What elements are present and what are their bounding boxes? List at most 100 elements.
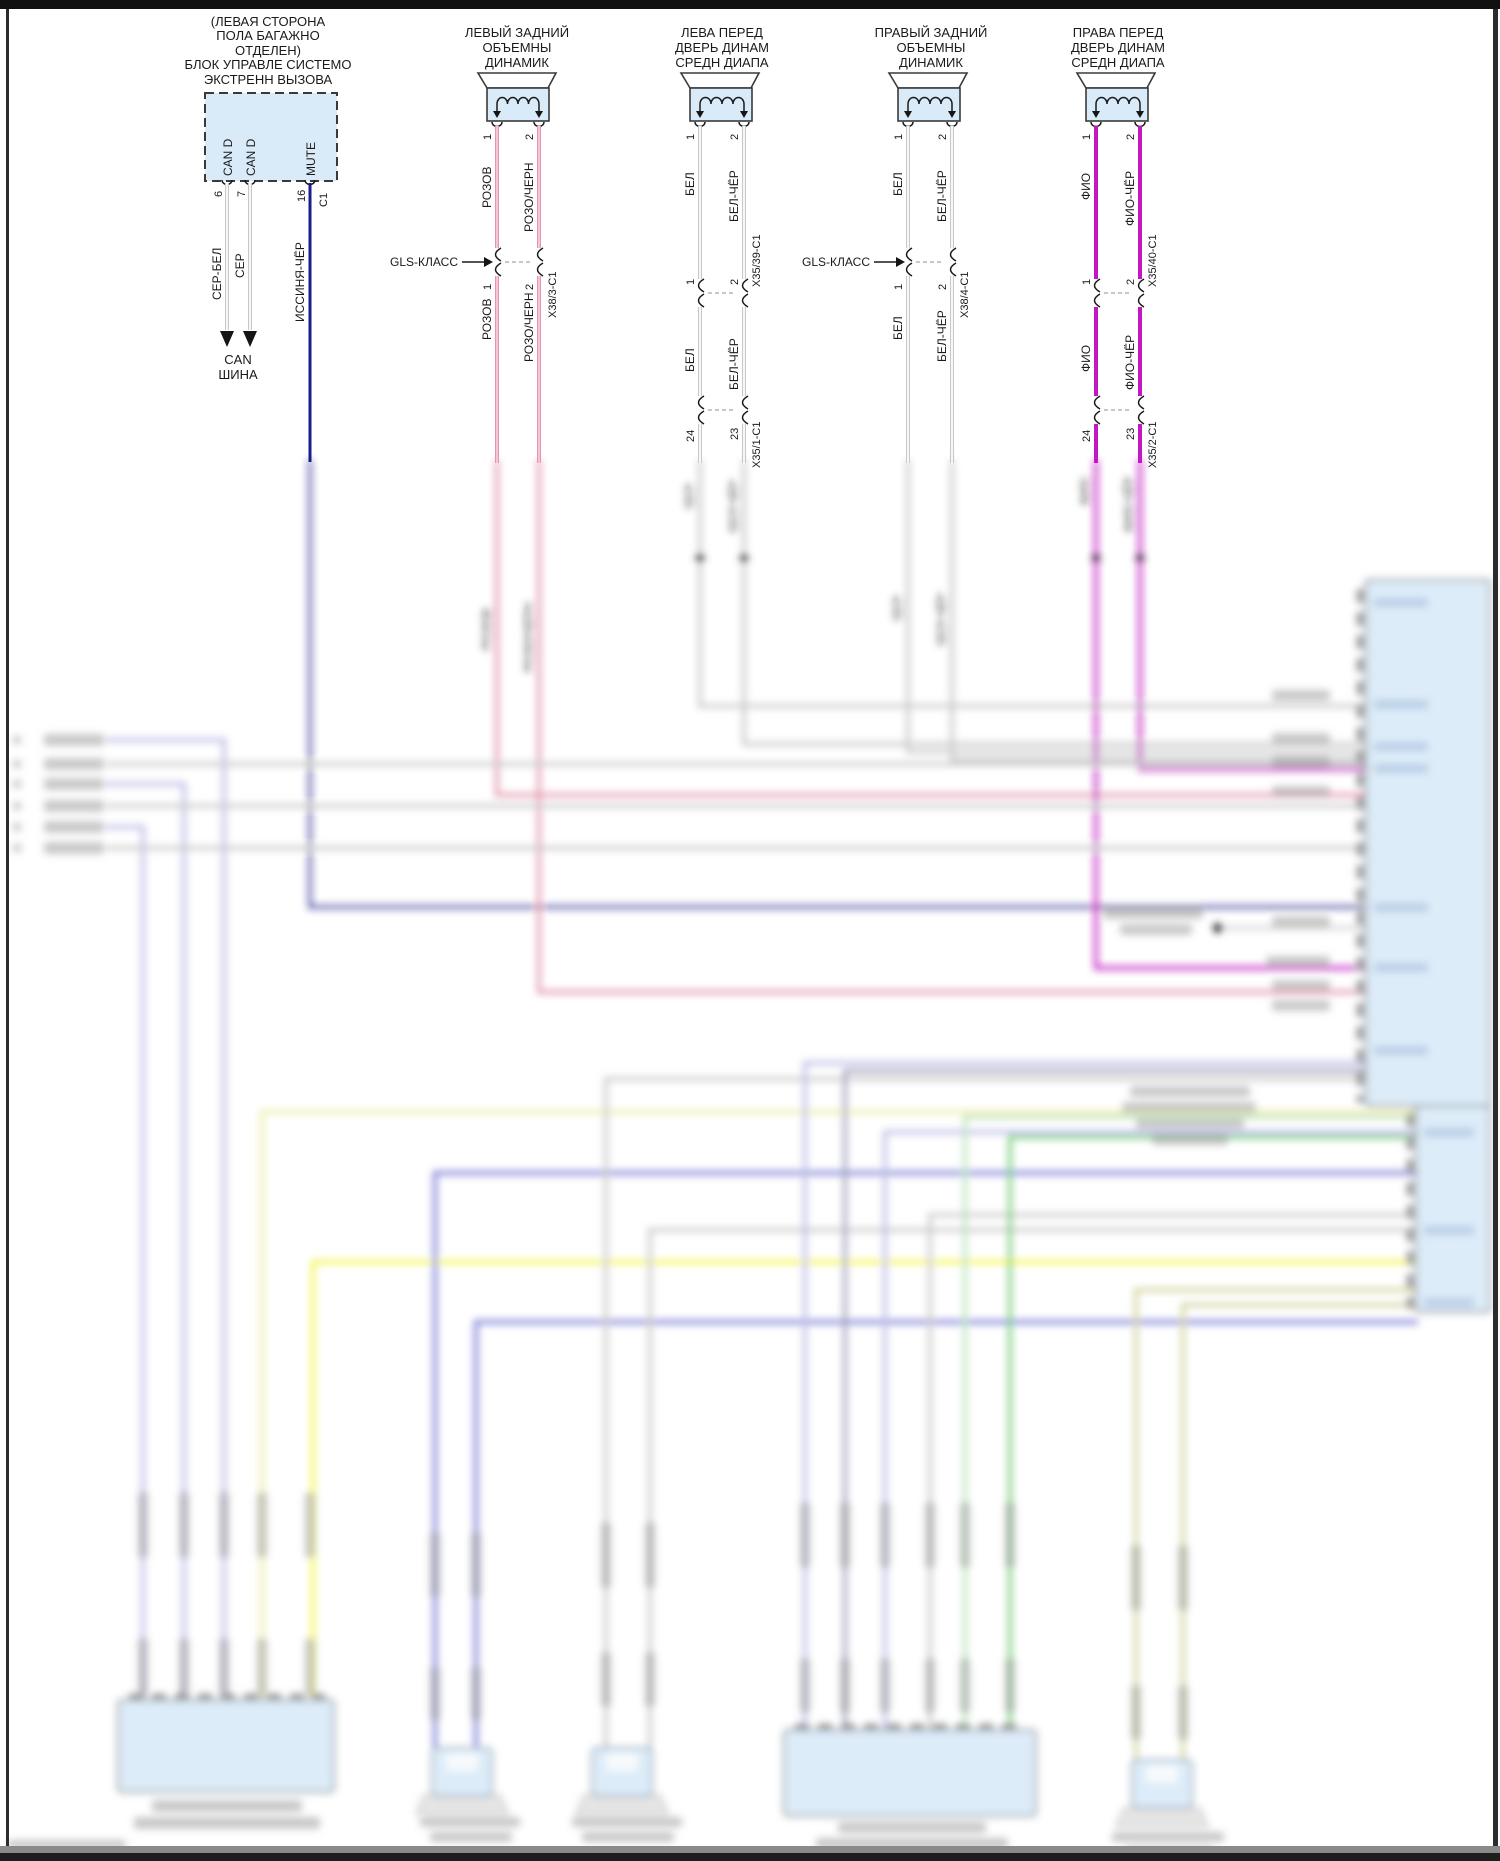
pin-number: 2: [937, 284, 949, 290]
gls-class-label: GLS-КЛАСС: [802, 255, 870, 269]
connector-label: X35/2-C1: [1147, 422, 1159, 468]
pin-number: 2: [729, 279, 741, 285]
wire-label: БЕЛ: [891, 316, 905, 340]
bottom-wire-label-blobs: [138, 1492, 1188, 1740]
bottom-left-connector-box: [117, 1693, 335, 1829]
bottom-middle-connector-box: [783, 1723, 1037, 1849]
ecall-title: ЭКСТРЕНН ВЫЗОВА: [204, 72, 333, 87]
wire-label: РОЗОВ: [480, 166, 494, 208]
gls-arrow-icon: [896, 257, 905, 267]
speaker-title: ПРАВЫЙ ЗАДНИЙ: [875, 25, 988, 40]
gls-arrow-icon: [484, 257, 493, 267]
ecall-title: БЛОК УПРАВЛЕ СИСТЕМО: [184, 57, 351, 72]
can-arrowhead: [243, 331, 257, 347]
speaker-coil-icon: [907, 96, 953, 112]
speaker-title: ЛЕВА ПЕРЕД: [681, 25, 763, 40]
pin-number: 2: [524, 284, 536, 290]
pin-number: 23: [1125, 428, 1137, 440]
connector-label: X35/1-C1: [751, 422, 763, 468]
ecall-title: (ЛЕВАЯ СТОРОНА: [211, 14, 326, 29]
wire-label: РОЗОВ: [480, 298, 494, 340]
wire-label-blur: БЕЛ-ЧЁР: [935, 593, 949, 645]
ecall-pin-signal: CAN D: [244, 138, 258, 176]
speaker-title: СРЕДН ДИАПА: [675, 55, 769, 70]
pin-number: 1: [482, 134, 494, 140]
wire-label-blur: БЕЛ: [891, 596, 905, 620]
wire-label-blur: ФИО-ЧЁР: [1122, 477, 1136, 532]
wire-label-blur: БЕЛ: [683, 484, 697, 508]
speaker-right-rear: ПРАВЫЙ ЗАДНИЙ ОБЪЕМНЫ ДИНАМИК 1 2 БЕЛ БЕ…: [802, 25, 987, 463]
wire-label: БЕЛ: [683, 172, 697, 196]
ecall-module: (ЛЕВАЯ СТОРОНА ПОЛА БАГАЖНО ОТДЕЛЕН) БЛО…: [184, 14, 352, 462]
wire-right-rear-speaker-run: [906, 460, 1366, 762]
left-connector-cluster: [13, 734, 1366, 1700]
pin-number: 1: [893, 284, 905, 290]
speaker-title: ОБЪЕМНЫ: [897, 40, 966, 55]
ecall-pin-number: 16: [296, 190, 308, 202]
pin-number: 1: [482, 284, 494, 290]
wire-label-blur: РОЗО/ЧЕРН: [522, 602, 536, 672]
wire-label: СЕР: [233, 253, 247, 278]
wire-label: БЕЛ-ЧЁР: [727, 338, 741, 390]
pin-number: 1: [893, 134, 905, 140]
wire-label: РОЗО/ЧЕРН: [522, 162, 536, 232]
bottom-speaker-a: [415, 1747, 520, 1842]
wire-label: ФИО-ЧЁР: [1123, 171, 1137, 226]
ecall-title: ОТДЕЛЕН): [235, 43, 301, 58]
wire-mute-run: [308, 460, 1366, 909]
wire-label: БЕЛ: [683, 348, 697, 372]
pin-number: 1: [685, 134, 697, 140]
blur-veil: [0, 463, 1500, 1847]
wire-label-blur: БЕЛ-ЧЁР: [727, 480, 741, 532]
bottom-speaker-c: [1112, 1759, 1224, 1856]
wire-label: БЕЛ-ЧЁР: [727, 170, 741, 222]
wire-label: ФИО: [1079, 345, 1093, 372]
wire-label: ФИО-ЧЁР: [1123, 335, 1137, 390]
wire-label: БЕЛ: [891, 172, 905, 196]
wire-label: СЕР-БЕЛ: [210, 248, 224, 300]
can-arrowhead: [220, 331, 234, 347]
connector-label: X35/40-C1: [1147, 234, 1159, 287]
gls-class-label: GLS-КЛАСС: [390, 255, 458, 269]
speaker-left-front-door: ЛЕВА ПЕРЕД ДВЕРЬ ДИНАМ СРЕДН ДИАПА 1 2 Б…: [675, 25, 769, 468]
speaker-title: ОБЪЕМНЫ: [483, 40, 552, 55]
wire-label-blur: РОЗОВ: [480, 608, 494, 650]
can-bus-label: ШИНА: [218, 367, 258, 382]
speaker-title: ДИНАМИК: [899, 55, 963, 70]
ecall-pin-number: 6: [213, 191, 225, 197]
speaker-right-front-door: ПРАВА ПЕРЕД ДВЕРЬ ДИНАМ СРЕДН ДИАПА 1 2 …: [1071, 25, 1165, 468]
pin-number: 1: [1081, 134, 1093, 140]
connector-label: X38/3-C1: [547, 272, 559, 318]
wire-label-blur: ФИО: [1078, 478, 1092, 505]
wire-left-rear-speaker-run: [495, 460, 1366, 994]
pin-number: 1: [1081, 279, 1093, 285]
wire-label: ИССИНЯ-ЧЁР: [293, 242, 307, 322]
wire-left-front-speaker-run: [695, 460, 1366, 746]
blurred-lower-region: РОЗОВ РОЗО/ЧЕРН БЕЛ БЕЛ-ЧЁР БЕЛ БЕЛ-ЧЁР …: [8, 460, 1491, 1856]
speaker-title: СРЕДН ДИАПА: [1071, 55, 1165, 70]
ecall-pin-signal: CAN D: [221, 138, 235, 176]
bottom-speaker-b: [572, 1747, 682, 1842]
pin-number: 24: [1081, 430, 1093, 442]
amplifier-module-box: [1103, 579, 1491, 1313]
pin-number: 2: [1125, 279, 1137, 285]
pin-number: 2: [524, 134, 536, 140]
speaker-left-rear: ЛЕВЫЙ ЗАДНИЙ ОБЪЕМНЫ ДИНАМИК 1 2 РОЗОВ Р…: [390, 25, 569, 463]
speaker-coil-icon: [1095, 96, 1141, 112]
wire-label: БЕЛ-ЧЁР: [935, 310, 949, 362]
ecall-pin-signal: MUTE: [304, 142, 318, 176]
ecall-pin-number: 7: [236, 191, 248, 197]
speaker-title: ДИНАМИК: [485, 55, 549, 70]
can-bus-label: CAN: [224, 352, 251, 367]
pin-number: 2: [729, 134, 741, 140]
speaker-coil-icon: [496, 96, 540, 112]
wire-right-front-speaker-run: [1091, 460, 1366, 970]
pin-number: 2: [1125, 134, 1137, 140]
speaker-coil-icon: [699, 96, 745, 112]
wire-label: РОЗО/ЧЕРН: [522, 292, 536, 362]
speaker-title: ЛЕВЫЙ ЗАДНИЙ: [465, 25, 569, 40]
speaker-title: ДВЕРЬ ДИНАМ: [675, 40, 769, 55]
